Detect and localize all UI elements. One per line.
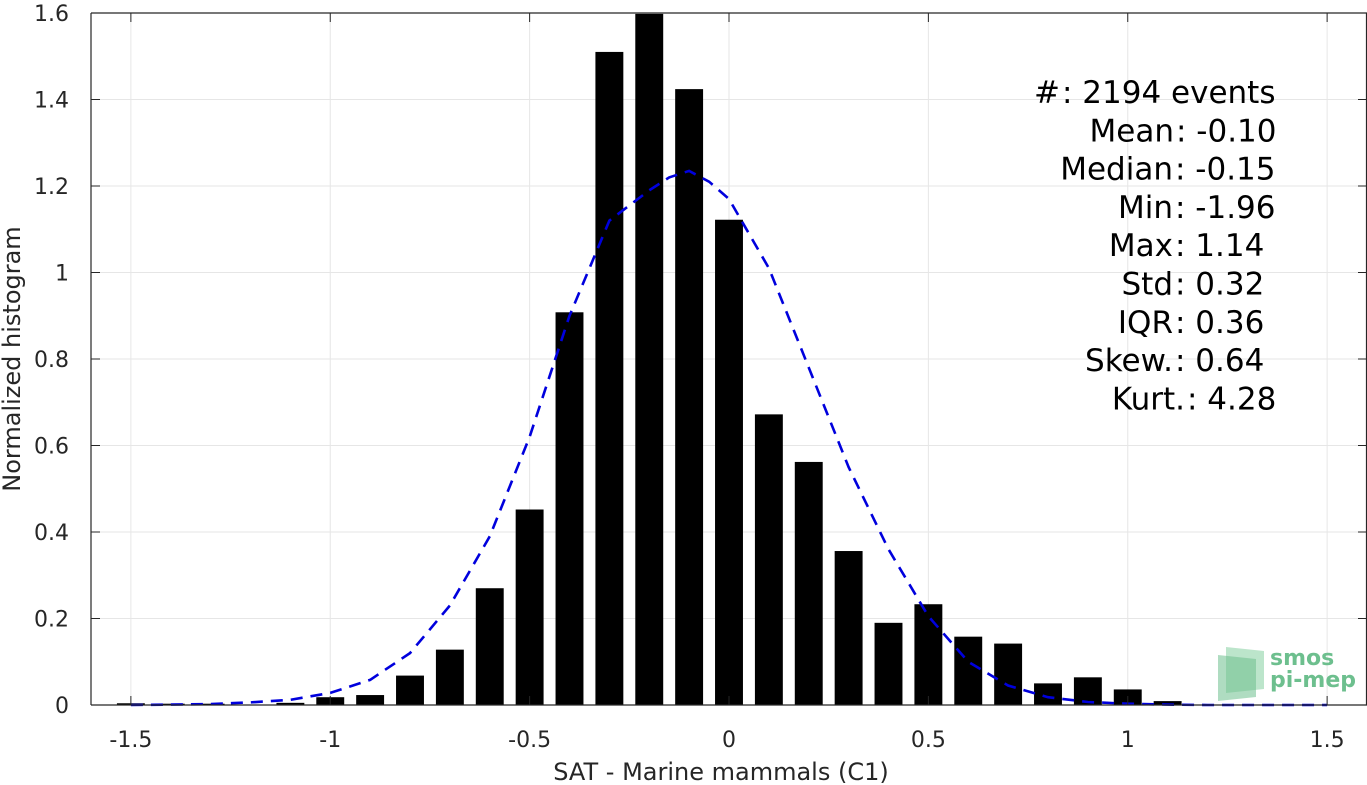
stat-value-3: : -1.96 (1175, 190, 1276, 226)
stat-value-2: : -0.15 (1175, 152, 1276, 188)
logo-layers-icon-2 (1218, 655, 1256, 701)
bar-23 (1034, 683, 1062, 705)
bar-11 (555, 312, 584, 705)
x-tick-label-1: -1 (319, 728, 341, 753)
bar-9 (475, 588, 504, 705)
bar-2 (196, 703, 225, 705)
stat-value-7: : 0.64 (1175, 343, 1264, 379)
y-tick-label-4: 0.8 (34, 348, 69, 373)
stat-value-8: : 4.28 (1187, 381, 1276, 417)
bar-13 (635, 13, 664, 706)
stat-label-5: Std (1121, 267, 1173, 303)
fit-curve (130, 169, 1328, 707)
x-tick-label-4: 0.5 (911, 728, 946, 753)
stat-value-0: : 2194 events (1062, 75, 1276, 111)
y-tick-label-3: 0.6 (34, 435, 69, 460)
y-axis-label: Normalized histogram (0, 226, 26, 491)
stat-value-4: : 1.14 (1175, 228, 1264, 264)
bar-4 (276, 702, 305, 705)
stat-value-5: : 0.32 (1175, 267, 1264, 303)
bar-10 (515, 509, 544, 705)
stat-label-3: Min (1118, 190, 1173, 226)
y-tick-label-7: 1.4 (34, 89, 69, 114)
y-tick-label-2: 0.4 (34, 521, 69, 546)
bar-22 (994, 643, 1023, 705)
y-tick-label-8: 1.6 (34, 2, 69, 27)
stat-label-2: Median (1060, 152, 1173, 188)
bar-1 (156, 703, 185, 705)
bar-8 (435, 649, 464, 705)
stat-label-4: Max (1109, 228, 1173, 264)
x-axis-label: SAT - Marine mammals (C1) (553, 758, 888, 785)
stat-value-6: : 0.36 (1175, 305, 1264, 341)
y-tick-label-0: 0 (55, 694, 69, 719)
stat-label-7: Skew. (1085, 343, 1173, 379)
x-tick-label-6: 1.5 (1310, 728, 1345, 753)
bar-19 (874, 622, 903, 705)
x-tick-label-0: -1.5 (109, 728, 152, 753)
bar-15 (715, 219, 743, 706)
y-tick-label-5: 1 (55, 262, 69, 287)
y-tick-label-1: 0.2 (34, 608, 69, 633)
bar-series (116, 13, 1182, 706)
stat-value-1: : -0.10 (1176, 113, 1277, 149)
bar-20 (914, 604, 943, 705)
y-tick-labels: 0 0.2 0.4 0.6 0.8 1 1.2 1.4 1.6 (34, 2, 69, 719)
smos-pimep-logo: smos pi-mep (1218, 646, 1356, 701)
bar-21 (954, 636, 983, 705)
logo-text-pimep: pi-mep (1270, 668, 1356, 693)
x-tick-label-2: -0.5 (508, 728, 551, 753)
x-tick-label-5: 1 (1121, 728, 1135, 753)
x-tick-labels: -1.5 -1 -0.5 0 0.5 1 1.5 (109, 728, 1344, 753)
bar-18 (834, 551, 863, 705)
bar-6 (356, 695, 385, 705)
bar-7 (396, 675, 424, 705)
bar-14 (675, 89, 704, 706)
stat-label-8: Kurt. (1112, 381, 1185, 417)
x-tick-label-3: 0 (722, 728, 736, 753)
bar-24 (1073, 677, 1102, 705)
y-tick-label-6: 1.2 (34, 175, 69, 200)
bar-26 (1153, 701, 1182, 705)
bar-12 (595, 51, 624, 706)
stat-label-0: # (1034, 75, 1060, 111)
stat-label-1: Mean (1090, 113, 1174, 149)
bar-16 (754, 414, 783, 705)
bar-17 (794, 461, 823, 705)
logo-text-smos: smos (1270, 646, 1334, 671)
stat-label-6: IQR (1118, 305, 1173, 341)
